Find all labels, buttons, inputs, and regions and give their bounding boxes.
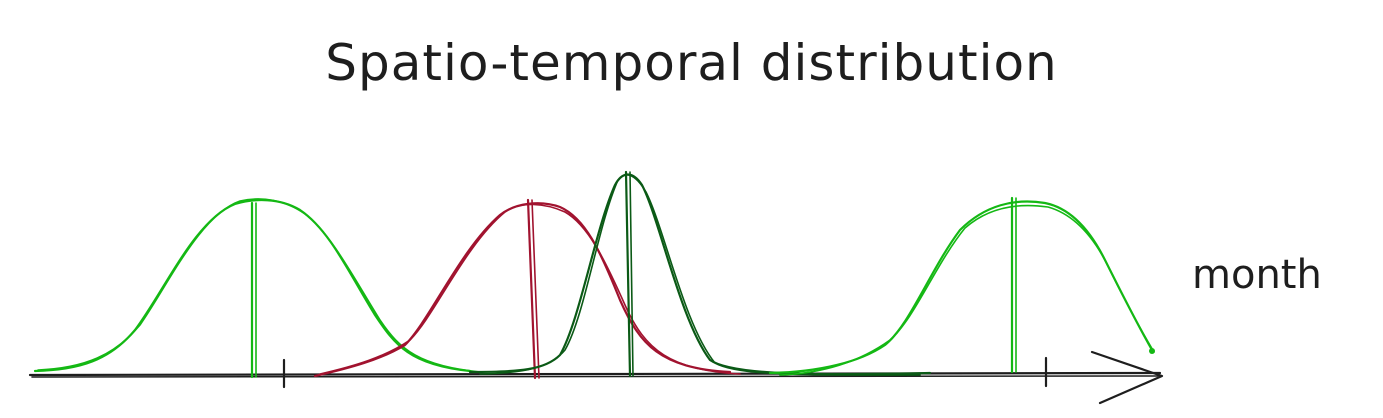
time-axis bbox=[28, 350, 1164, 405]
dark-green-peak-line bbox=[624, 170, 632, 378]
light-green-curve-1 bbox=[33, 198, 481, 379]
crimson-curve bbox=[313, 198, 741, 380]
diagram-title: Spatio-temporal distribution bbox=[325, 34, 1058, 92]
axis-arrowhead bbox=[1090, 350, 1164, 405]
light-green-curve-2 bbox=[768, 196, 1155, 376]
crimson-peak-line bbox=[526, 198, 537, 380]
axis-label-month: month bbox=[1192, 252, 1322, 298]
curve-end-dot bbox=[1149, 348, 1155, 354]
dark-green-curve bbox=[468, 170, 932, 378]
axis-line bbox=[28, 371, 1162, 377]
axis-line-stroke-2 bbox=[31, 375, 1159, 378]
